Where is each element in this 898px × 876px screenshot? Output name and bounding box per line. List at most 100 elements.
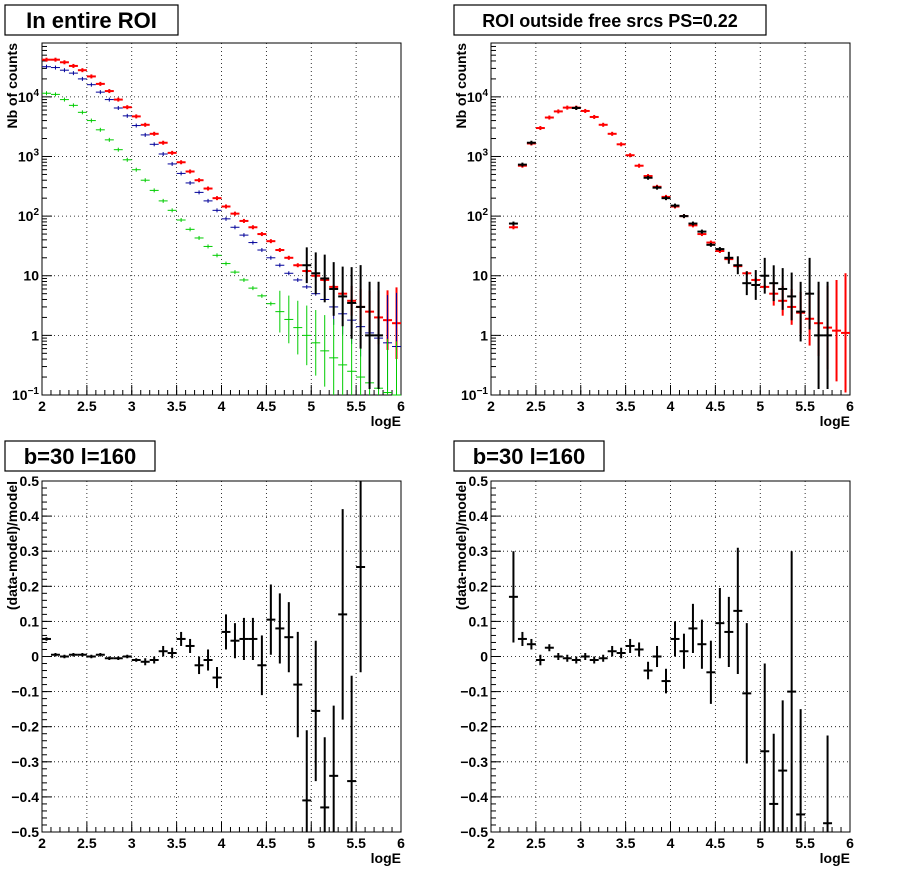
data-point	[796, 709, 806, 832]
data-point	[194, 235, 204, 240]
data-point	[320, 737, 330, 832]
data-point	[221, 216, 231, 221]
data-point	[248, 225, 258, 230]
data-series-1	[508, 105, 850, 393]
data-point	[194, 656, 204, 675]
x-tick-label: 3	[128, 398, 136, 414]
data-point	[742, 623, 752, 764]
data-point	[230, 225, 240, 230]
data-point	[77, 76, 87, 81]
data-point	[167, 150, 177, 155]
x-tick-label: 5	[307, 835, 315, 851]
data-point	[616, 647, 626, 659]
y-tick-label: 10	[472, 268, 488, 284]
data-point	[553, 652, 563, 661]
y-tick-label: 104	[18, 88, 40, 105]
chart-title-box	[453, 4, 767, 36]
data-point	[239, 617, 249, 661]
data-point	[59, 68, 69, 73]
data-point	[778, 268, 788, 310]
data-point	[275, 248, 285, 253]
data-point	[95, 652, 105, 657]
data-point	[329, 705, 339, 832]
data-point	[203, 244, 213, 249]
data-point	[275, 593, 285, 664]
data-point	[661, 196, 671, 201]
data-point	[113, 147, 123, 152]
data-point	[706, 640, 716, 704]
chart-panel-4: 2 2.5 3 3.5 4 4.5 5 5.5 6 −0.5 −0.4 −0.3 −0.2 −0.1 0 0.…	[453, 440, 854, 866]
y-tick-label: 103	[467, 147, 489, 164]
data-point	[248, 286, 258, 291]
data-point	[42, 64, 51, 69]
y-tick-label: −0.4	[460, 789, 488, 805]
data-point	[562, 654, 572, 662]
data-point	[95, 90, 105, 95]
data-point	[571, 106, 581, 111]
data-point	[113, 106, 123, 111]
y-axis-label: Nb of counts	[4, 43, 20, 129]
data-point	[724, 251, 734, 264]
data-point	[176, 631, 186, 646]
data-point	[517, 631, 527, 646]
y-tick-label: 0.1	[469, 613, 489, 629]
x-tick-label: 5	[307, 398, 315, 414]
x-tick-label: 6	[397, 835, 405, 851]
x-tick-label: 2.5	[77, 398, 97, 414]
y-tick-label: 0.2	[469, 578, 489, 594]
y-tick-label: 0.2	[20, 578, 40, 594]
data-point	[59, 97, 69, 102]
data-point	[86, 82, 96, 87]
data-point	[652, 185, 662, 190]
data-point	[562, 105, 572, 110]
data-point	[526, 140, 536, 145]
data-series-2	[508, 106, 833, 390]
y-axis-label: (data-model)/model	[4, 481, 20, 610]
y-axis-label: (data-model)/model	[453, 481, 469, 610]
data-series-1	[42, 481, 366, 832]
y-tick-label: 102	[18, 207, 40, 224]
data-point	[149, 131, 159, 136]
chart-title: In entire ROI	[26, 8, 157, 33]
data-point	[517, 162, 527, 167]
data-point	[176, 218, 186, 223]
y-tick-label: −0.2	[11, 719, 39, 735]
data-point	[814, 281, 824, 390]
data-point	[293, 277, 303, 282]
data-point	[607, 131, 617, 136]
x-tick-label: 5	[756, 398, 764, 414]
data-point	[769, 733, 779, 832]
data-point	[598, 654, 608, 662]
data-point	[320, 254, 330, 303]
data-point	[751, 270, 761, 300]
y-tick-label: 1	[480, 327, 488, 343]
data-point	[338, 266, 348, 327]
data-point	[347, 675, 357, 832]
data-point	[787, 551, 797, 832]
x-tick-label: 2	[487, 398, 495, 414]
data-point	[805, 257, 815, 330]
data-point	[122, 654, 132, 659]
y-tick-label: −0.2	[460, 719, 488, 735]
data-point	[149, 188, 159, 193]
data-point	[275, 290, 285, 333]
data-point	[679, 633, 689, 669]
data-point	[149, 656, 159, 664]
data-point	[508, 551, 518, 643]
data-point	[239, 218, 249, 223]
data-point	[302, 247, 312, 284]
y-tick-label: −0.4	[11, 789, 39, 805]
data-point	[42, 637, 51, 641]
y-tick-label: −0.1	[11, 684, 39, 700]
data-point	[293, 300, 303, 355]
data-point	[356, 481, 366, 673]
data-point	[266, 584, 276, 655]
x-tick-label: 4.5	[706, 835, 726, 851]
data-point	[311, 640, 321, 782]
data-point	[149, 142, 159, 147]
data-point	[634, 163, 644, 168]
data-point	[176, 171, 186, 176]
data-point	[634, 642, 644, 657]
y-tick-label: 10	[23, 268, 39, 284]
